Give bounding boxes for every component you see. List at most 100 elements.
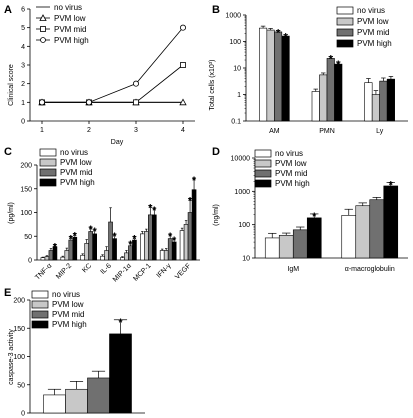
panel-b-legend-swatch [336,28,354,37]
panel-d: D 10 100 1000 10000 * IgM * α-macroglobulin no v… [212,146,408,273]
legend-marker [40,37,46,43]
bar [140,233,145,261]
bar [266,29,275,122]
bar [152,214,157,261]
panel-e-letter: E [4,287,11,299]
panel-c-legend-swatch [39,168,57,177]
bar [144,231,149,261]
series-line [42,27,184,103]
panel-d-legend-label: PVM low [275,159,307,168]
y-tick-label: 100 [13,354,25,361]
x-tick-label: IgM [287,266,299,273]
x-tick-label: 2 [87,127,91,134]
panel-c-legend-label: no virus [60,148,88,157]
x-tick-label: TNF-α [34,262,53,281]
bar [306,217,322,259]
significance-star: * [276,28,281,40]
bar [120,257,125,261]
x-tick-label: IL-6 [99,262,113,276]
y-tick-label: 10 [242,256,250,263]
panel-c-ylabel: (pg/ml) [8,202,15,224]
legend-label: PVM low [54,14,86,23]
bar [278,234,294,259]
panel-b-legend-swatch [336,6,354,15]
y-tick-label: 10000 [231,156,251,163]
x-tick-label: MIP-1α [112,262,133,283]
bar [148,214,153,261]
bar [326,58,335,122]
bar [124,252,129,261]
x-tick-label: 1 [40,127,44,134]
panel-b-ylabel: Total cells (x10³) [209,60,216,111]
bar [341,215,357,259]
panel-e-legend-swatch [31,290,49,299]
y-tick-label: 0 [21,119,25,126]
y-tick-label: 50 [17,382,25,389]
data-point [132,80,139,87]
panel-b-letter: B [212,4,220,16]
bar [183,224,189,261]
bar [191,189,197,261]
panel-c-letter: C [4,146,12,158]
x-tick-label: α-macroglobulin [345,266,395,273]
bar [72,236,78,261]
y-tick-label: 6 [21,7,25,14]
bar [274,31,283,122]
significance-star: * [192,175,197,187]
panel-d-legend-swatch [254,149,272,158]
x-tick-label: IFN-γ [156,262,173,279]
panel-d-legend-swatch [254,159,272,168]
y-tick-label: 100 [238,222,250,229]
panel-b-legend-label: no virus [357,6,385,15]
legend-marker [40,26,46,32]
legend-label: PVM high [54,36,89,45]
panel-a-ylabel: Clinical score [8,64,15,106]
x-tick-label: MCP-1 [132,262,152,282]
y-tick-label: 200 [13,298,25,305]
y-tick-label: 100 [229,39,241,46]
panel-c-legend-label: PVM mid [60,168,92,177]
x-tick-label: Ly [376,128,384,135]
y-tick-label: 1 [237,92,241,99]
significance-star: * [188,195,193,207]
bar [383,185,399,259]
bar [386,78,395,122]
y-tick-label: 2 [21,81,25,88]
bar [281,35,290,122]
bar [84,243,89,261]
bar [132,239,137,261]
panel-d-letter: D [212,146,220,158]
significance-star: * [73,230,78,242]
panel-e-legend-label: PVM mid [52,310,84,319]
bar [379,80,388,122]
panel-b-legend-label: PVM low [357,17,389,26]
bar [171,241,177,261]
data-point [179,24,186,31]
y-tick-label: 150 [20,186,32,193]
x-tick-label: MIP-2 [55,262,73,280]
bar [64,250,70,261]
panel-e-legend-label: PVM low [52,300,84,309]
y-tick-label: 1000 [234,189,250,196]
significance-star: * [53,241,58,253]
significance-star: * [128,239,133,251]
x-tick-label: 3 [134,127,138,134]
y-tick-label: 4 [21,44,25,51]
significance-star: * [283,32,288,44]
bar [52,246,58,261]
panel-d-legend-swatch [254,169,272,178]
significance-star: * [168,231,173,243]
significance-star: * [336,59,341,71]
panel-d-legend-label: PVM mid [275,169,307,178]
panel-e-legend-label: PVM high [52,320,87,329]
significance-star: * [329,54,334,66]
panel-c-legend-label: PVM high [60,178,95,187]
panel-d-legend-label: no virus [275,149,303,158]
panel-e-legend-swatch [31,320,49,329]
data-point [39,99,46,106]
y-tick-label: 10 [233,66,241,73]
bar [65,388,88,414]
